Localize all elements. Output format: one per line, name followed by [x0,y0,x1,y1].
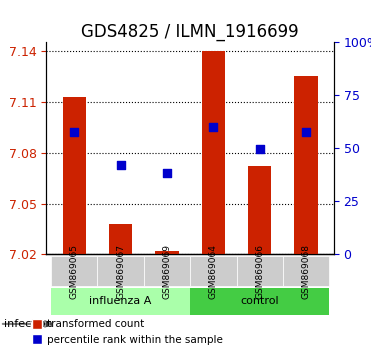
Text: GSM869067: GSM869067 [116,244,125,299]
FancyBboxPatch shape [98,256,144,286]
Point [257,147,263,152]
FancyBboxPatch shape [51,288,190,315]
FancyBboxPatch shape [51,256,98,286]
Point [71,130,77,135]
Text: GSM869064: GSM869064 [209,244,218,298]
Point [303,130,309,135]
Bar [237,42,283,255]
Bar [190,42,237,255]
Bar [248,166,271,255]
FancyBboxPatch shape [237,256,283,286]
Text: GSM869069: GSM869069 [162,244,171,299]
FancyBboxPatch shape [190,288,329,315]
Bar [63,97,86,255]
Text: GSM869065: GSM869065 [70,244,79,299]
Text: control: control [240,296,279,307]
Point [118,162,124,167]
Bar [98,42,144,255]
Text: infection: infection [4,319,52,329]
Text: GSM869068: GSM869068 [302,244,311,299]
Title: GDS4825 / ILMN_1916699: GDS4825 / ILMN_1916699 [81,23,299,41]
Bar [51,42,98,255]
Point [210,125,216,130]
Bar [109,224,132,255]
Bar [283,42,329,255]
Bar [202,51,225,255]
Point [164,170,170,176]
FancyBboxPatch shape [144,256,190,286]
Bar [295,76,318,255]
Text: GSM869066: GSM869066 [255,244,264,299]
Bar [155,251,178,255]
Bar [144,42,190,255]
Legend: transformed count, percentile rank within the sample: transformed count, percentile rank withi… [27,315,227,349]
FancyBboxPatch shape [283,256,329,286]
FancyBboxPatch shape [190,256,237,286]
Text: influenza A: influenza A [89,296,152,307]
